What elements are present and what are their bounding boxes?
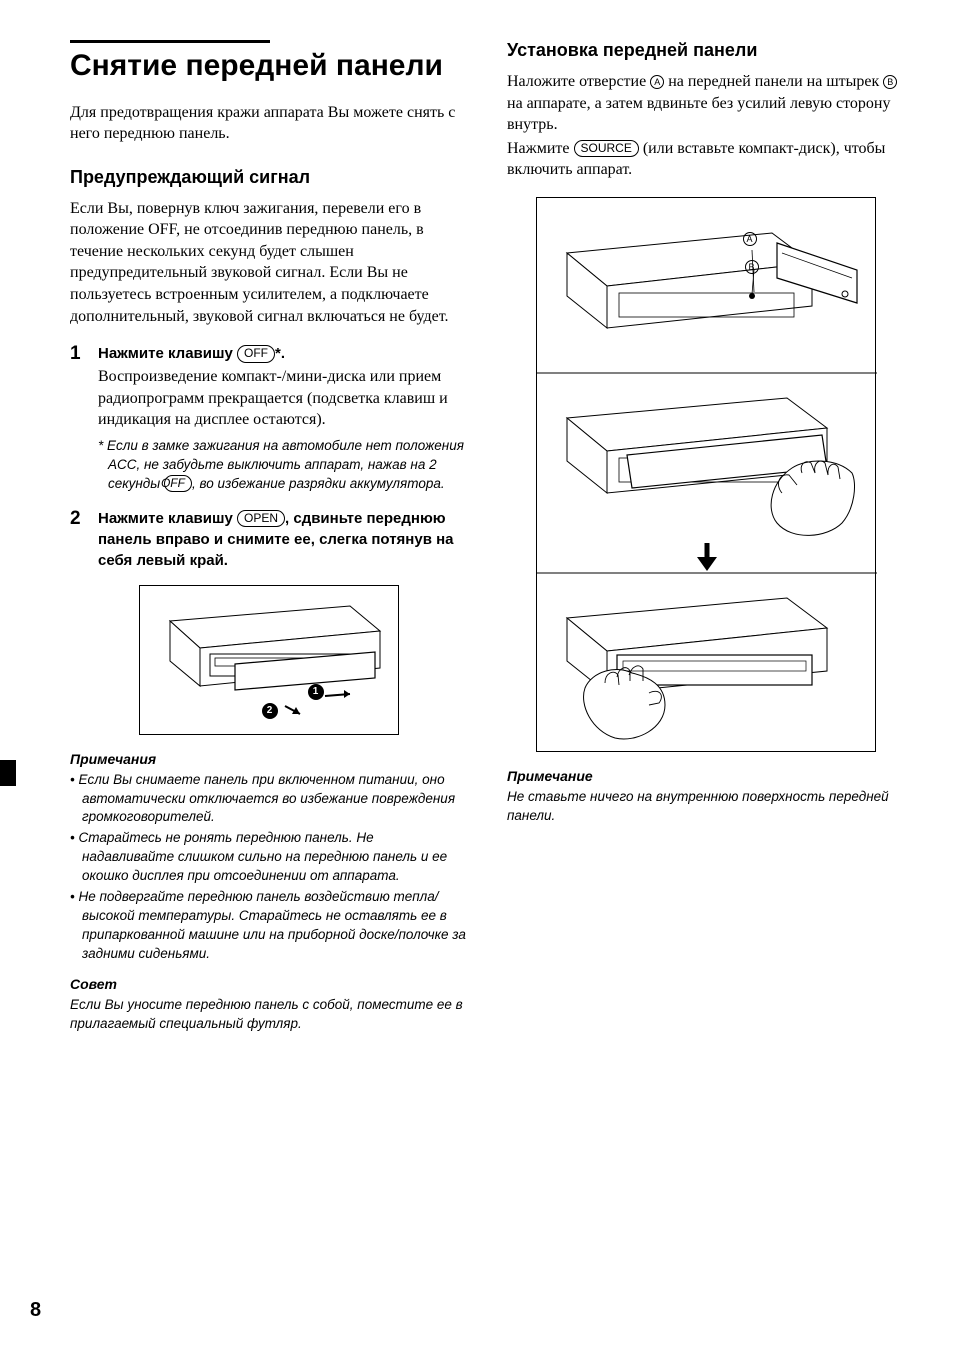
step-2-body: Нажмите клавишу OPEN, сдвиньте переднюю …: [98, 508, 467, 571]
install-text-1: Наложите отверстие A на передней панели …: [507, 71, 904, 136]
install-heading: Установка передней панели: [507, 40, 904, 61]
removal-diagram: 1 2: [139, 585, 399, 735]
install-text-b: на передней панели на штырек: [664, 73, 883, 90]
page-title: Снятие передней панели: [70, 49, 467, 84]
diagram-label-1: 1: [308, 684, 324, 700]
warning-text: Если Вы, повернув ключ зажигания, переве…: [70, 198, 467, 328]
left-column: Снятие передней панели Для предотвращени…: [70, 40, 467, 1033]
intro-text: Для предотвращения кражи аппарата Вы мож…: [70, 102, 467, 145]
step-2-heading: Нажмите клавишу OPEN, сдвиньте переднюю …: [98, 508, 467, 571]
step-1-heading: Нажмите клавишу OFF*.: [98, 343, 467, 364]
step-1-foot-b: , во избежание разрядки аккумулятора.: [192, 476, 445, 491]
install-diagram: A B: [536, 197, 876, 752]
notes-heading: Примечания: [70, 751, 467, 767]
install-text-c: на аппарате, а затем вдвиньте без усилий…: [507, 95, 890, 134]
step-1-number: 1: [70, 343, 88, 493]
step-2-number: 2: [70, 508, 88, 571]
diagram-label-a: A: [743, 232, 757, 246]
step-1: 1 Нажмите клавишу OFF*. Воспроизведение …: [70, 343, 467, 493]
warning-heading: Предупреждающий сигнал: [70, 167, 467, 188]
note-item: Не подвергайте переднюю панель воздейств…: [70, 888, 467, 964]
notes-list: Если Вы снимаете панель при включенном п…: [70, 771, 467, 964]
label-b-inline: B: [883, 75, 897, 89]
source-button-label: SOURCE: [574, 140, 639, 158]
title-rule: [70, 40, 270, 43]
diagram-label-2: 2: [262, 703, 278, 719]
edge-tab: [0, 760, 16, 786]
note-item: Старайтесь не ронять переднюю панель. Не…: [70, 829, 467, 886]
step-2-head-a: Нажмите клавишу: [98, 510, 237, 527]
step-1-body: Нажмите клавишу OFF*. Воспроизведение ко…: [98, 343, 467, 493]
right-note-heading: Примечание: [507, 768, 904, 784]
right-column: Установка передней панели Наложите отвер…: [507, 40, 904, 1033]
step-2: 2 Нажмите клавишу OPEN, сдвиньте передню…: [70, 508, 467, 571]
step-1-head-b: *.: [275, 345, 285, 362]
open-button-label: OPEN: [237, 510, 285, 528]
step-1-footnote: * Если в замке зажигания на автомобиле н…: [108, 437, 467, 494]
install-text-a: Наложите отверстие: [507, 73, 650, 90]
off-button-label-2: OFF: [164, 475, 192, 493]
step-1-text: Воспроизведение компакт-/мини-диска или …: [98, 366, 467, 431]
right-note-text: Не ставьте ничего на внутреннюю поверхно…: [507, 788, 904, 826]
tip-heading: Совет: [70, 976, 467, 992]
label-a-inline: A: [650, 75, 664, 89]
install-text-2: Нажмите SOURCE (или вставьте компакт-дис…: [507, 138, 904, 181]
off-button-label: OFF: [237, 345, 275, 363]
page-number: 8: [30, 1299, 41, 1322]
two-column-layout: Снятие передней панели Для предотвращени…: [70, 40, 904, 1033]
step-1-head-a: Нажмите клавишу: [98, 345, 237, 362]
install-diagram-svg: [537, 198, 877, 753]
note-item: Если Вы снимаете панель при включенном п…: [70, 771, 467, 828]
install-text-d: Нажмите: [507, 140, 574, 157]
tip-text: Если Вы уносите переднюю панель с собой,…: [70, 996, 467, 1034]
diagram-label-b: B: [745, 260, 759, 274]
